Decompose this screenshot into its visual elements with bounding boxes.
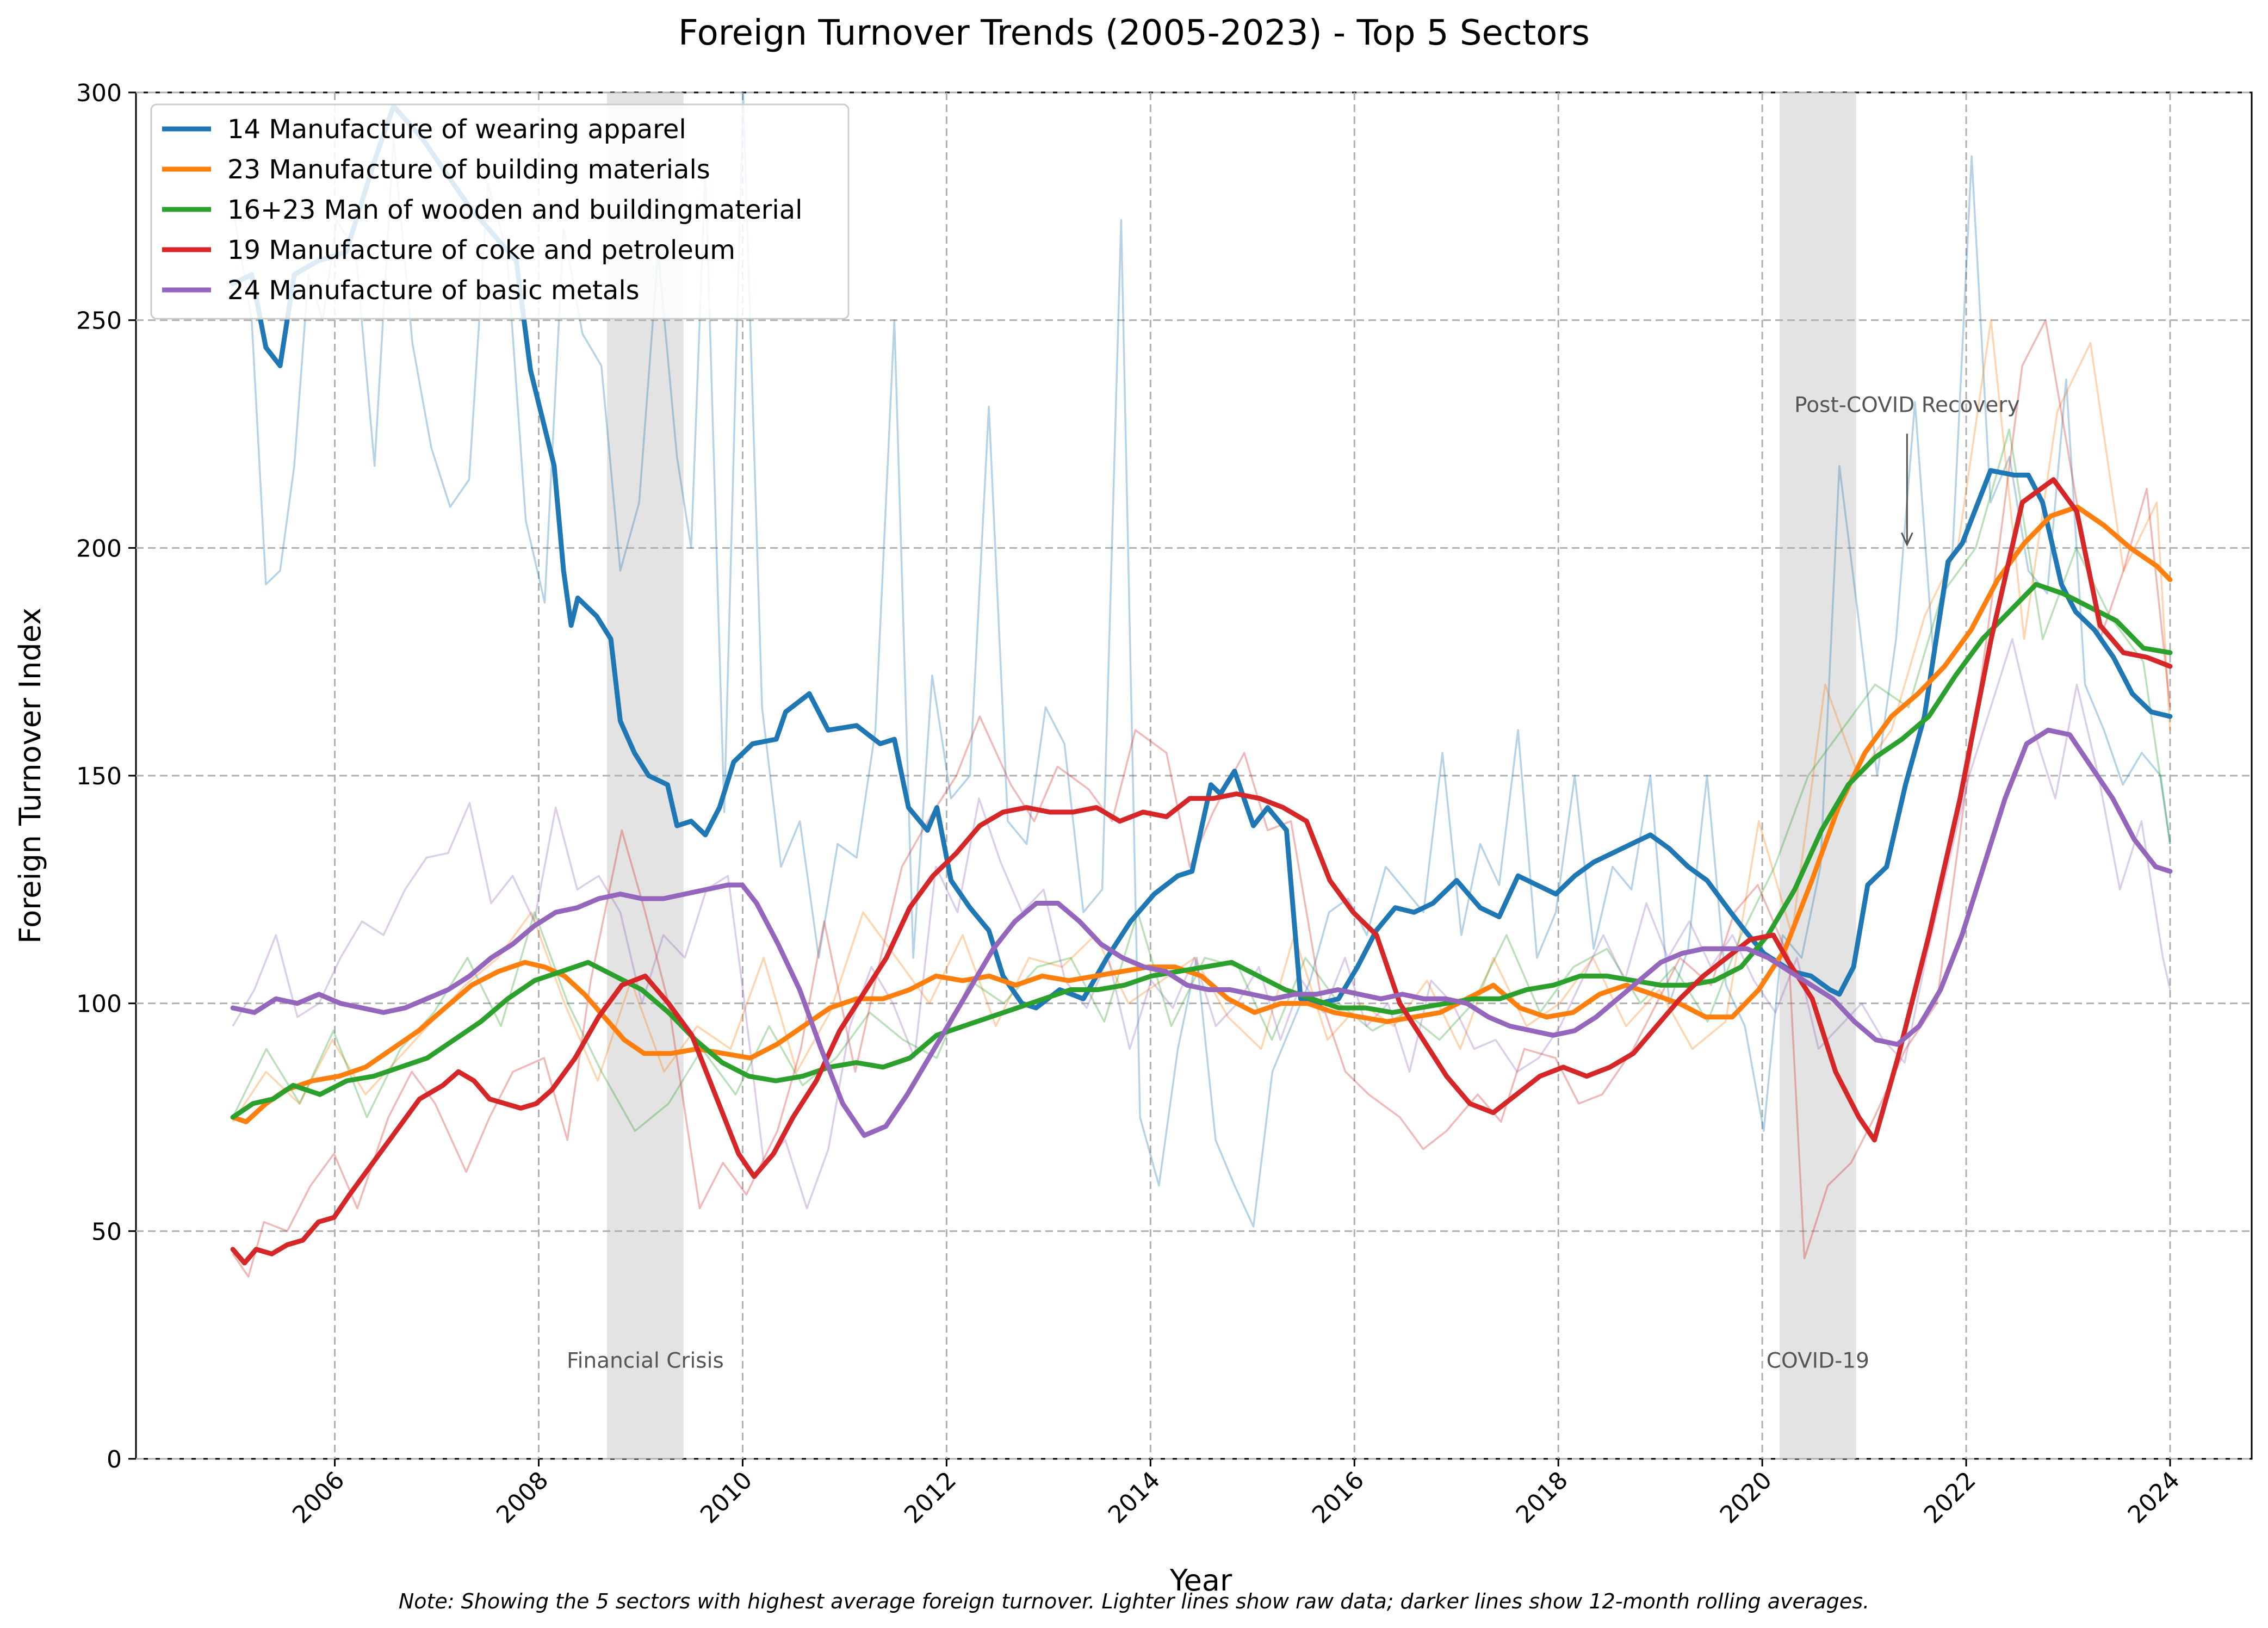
x-tick-label: 2006 [287,1466,350,1529]
shaded-region-label: Financial Crisis [567,1349,724,1373]
y-axis-label: Foreign Turnover Index [13,608,47,944]
x-tick-label: 2024 [2123,1466,2185,1529]
legend-box [150,103,850,320]
raw-series-line-2 [232,428,2171,1132]
shaded-region-label: COVID-19 [1767,1349,1869,1373]
y-tick-label: 0 [107,1446,122,1474]
legend-entry: 14 Manufacture of wearing apparel [227,114,686,145]
legend-entry: 16+23 Man of wooden and buildingmaterial [227,195,803,225]
x-tick-label: 2018 [1511,1466,1573,1529]
raw-series-line-3 [232,319,2171,1278]
raw-series-line-4 [232,638,2171,1210]
rolling-series-line-0 [230,103,2173,1011]
chart-note: Note: Showing the 5 sectors with highest… [399,1589,1869,1613]
x-tick-label: 2012 [899,1466,962,1529]
x-axis-label: Year [1169,1563,1232,1598]
x-tick-label: 2008 [491,1466,554,1529]
x-tick-label: 2022 [1919,1466,1981,1529]
y-tick-label: 50 [91,1218,122,1246]
legend-entry: 23 Manufacture of building materials [227,154,710,185]
annotation-text: Post-COVID Recovery [1794,393,2019,417]
y-tick-label: 200 [76,535,122,562]
rolling-series-line-4 [230,727,2173,1138]
y-tick-label: 300 [76,79,122,107]
x-tick-label: 2010 [695,1466,758,1529]
y-tick-label: 150 [76,763,122,790]
raw-series-line-0 [232,91,2171,1228]
legend-entry: 24 Manufacture of basic metals [227,275,640,306]
x-tick-label: 2016 [1307,1466,1370,1529]
legend: 14 Manufacture of wearing apparel 23 Manu… [150,103,850,320]
chart-title: Foreign Turnover Trends (2005-2023) - To… [678,13,1590,53]
y-tick-label: 250 [76,307,122,335]
rolling-series-line-2 [230,581,2173,1120]
annotation-arrow-head [1900,532,1913,547]
x-tick-label: 2014 [1103,1466,1166,1529]
legend-entry: 19 Manufacture of coke and petroleum [227,235,735,265]
y-tick-label: 100 [76,991,122,1018]
rolling-series-line-1 [230,504,2173,1124]
x-tick-label: 2020 [1715,1466,1777,1529]
